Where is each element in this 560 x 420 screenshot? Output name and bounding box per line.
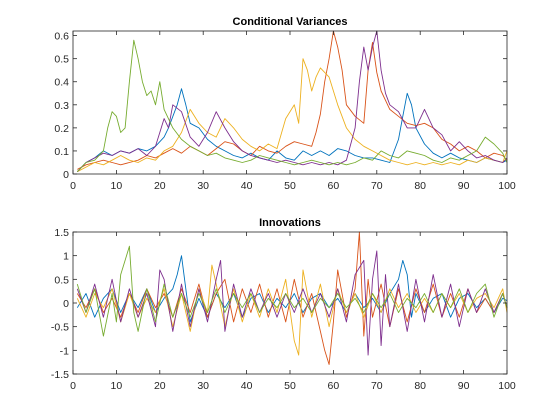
x-tick-label: 90 — [458, 180, 470, 192]
axes-box — [72, 30, 508, 175]
x-tick-label: 30 — [197, 180, 209, 192]
series-line-2 — [77, 30, 508, 170]
x-tick-label: 100 — [498, 380, 516, 392]
x-tick-label: 30 — [197, 380, 209, 392]
x-tick-label: 70 — [371, 380, 383, 392]
y-tick-label: 0.3 — [54, 100, 69, 112]
series-line-3 — [77, 58, 508, 173]
x-tick-label: 20 — [154, 380, 166, 392]
y-tick-label: 1.5 — [54, 227, 69, 239]
x-tick-label: 70 — [371, 180, 383, 192]
x-tick-label: 60 — [328, 180, 340, 192]
x-tick-label: 0 — [70, 180, 76, 192]
y-tick-label: -0.5 — [51, 322, 69, 334]
y-tick-label: 0 — [63, 169, 69, 181]
y-tick-label: 0 — [63, 298, 69, 310]
y-tick-label: 1 — [63, 251, 69, 263]
x-tick-label: 60 — [328, 380, 340, 392]
chart-title: Conditional Variances — [233, 16, 348, 28]
y-tick-label: 0.5 — [54, 274, 69, 286]
x-tick-label: 50 — [284, 180, 296, 192]
x-tick-label: 10 — [111, 380, 123, 392]
innovations-axes: Innovations 0 10 20 30 40 50 60 70 80 90 100-1.5-1… — [51, 217, 516, 392]
x-tick-label: 80 — [414, 180, 426, 192]
y-tick-label: -1 — [60, 345, 69, 357]
x-tick-label: 0 — [70, 380, 76, 392]
x-tick-label: 40 — [241, 380, 253, 392]
ticks-layer: 0 10 20 30 40 50 60 70 80 90 100 -1.5 -1 -0.5 0 0.5 1 1.5 — [51, 227, 516, 392]
x-tick-label: 10 — [111, 180, 123, 192]
y-tick-label: 0.2 — [54, 123, 69, 135]
series-line-2 — [76, 231, 508, 365]
y-tick-label: 0.6 — [54, 31, 69, 43]
conditional-variances-axes: Conditional Variances 0 10 20 30 40 50 60 70 80 9… — [54, 16, 516, 192]
series-line-4 — [76, 30, 508, 173]
x-tick-label: 20 — [154, 180, 166, 192]
x-tick-label: 90 — [458, 380, 470, 392]
y-tick-label: -1.5 — [51, 369, 69, 381]
chart-title: Innovations — [259, 217, 321, 229]
y-tick-label: 0.5 — [54, 54, 69, 66]
x-tick-label: 80 — [414, 380, 426, 392]
x-tick-label: 100 — [498, 180, 516, 192]
x-tick-label: 50 — [284, 380, 296, 392]
series-line-5 — [76, 245, 508, 337]
ticks-layer: 0 10 20 30 40 50 60 70 80 90 100 0 0.1 0.2 0.3 0.4 0.5 0.… — [54, 31, 516, 192]
axes-box — [72, 231, 508, 375]
series-layer — [76, 30, 508, 173]
y-tick-label: 0.4 — [54, 77, 69, 89]
series-layer — [76, 231, 508, 365]
x-tick-label: 40 — [241, 180, 253, 192]
series-line-5 — [76, 39, 508, 173]
plot-area — [73, 31, 507, 174]
y-tick-label: 0.1 — [54, 146, 69, 158]
